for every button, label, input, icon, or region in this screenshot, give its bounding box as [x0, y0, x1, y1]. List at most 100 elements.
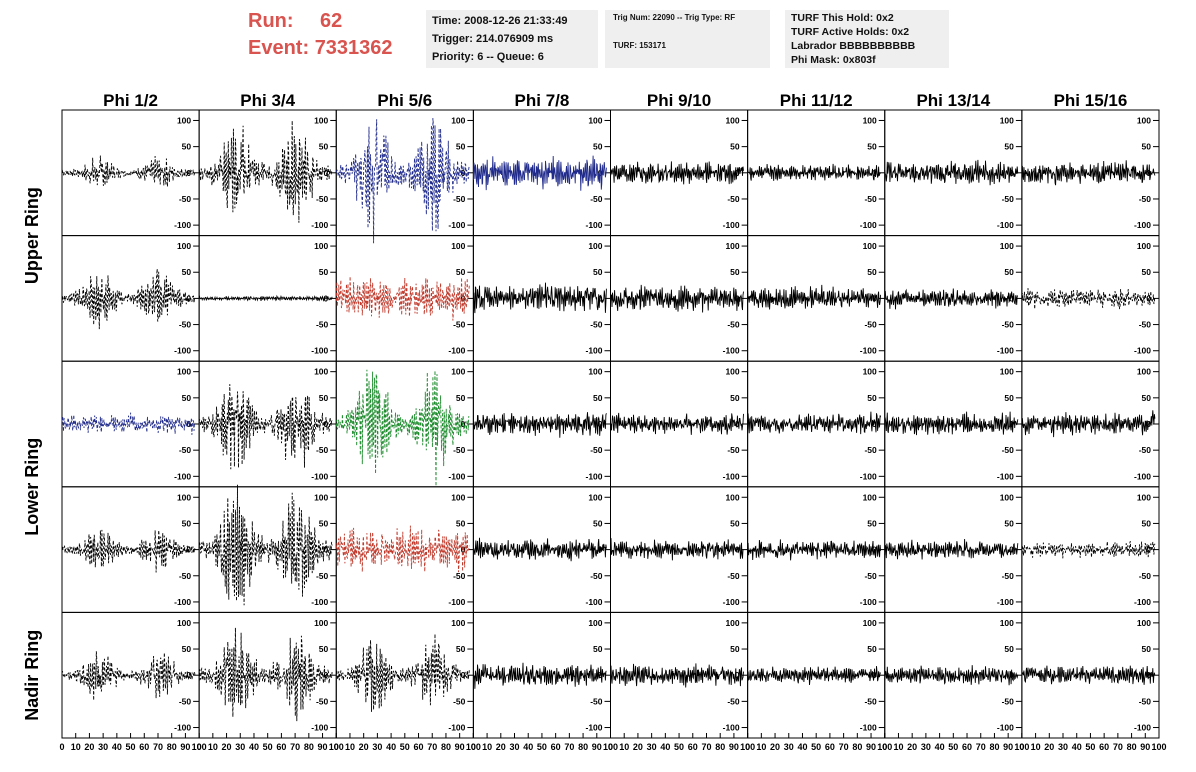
y-tick-label: 50 [456, 267, 466, 277]
y-tick-label: 50 [456, 142, 466, 152]
y-tick-label: -50 [179, 445, 192, 455]
y-tick-label: 50 [1142, 518, 1152, 528]
waveform-line [884, 665, 1019, 686]
x-tick-label: 60 [276, 742, 286, 752]
y-tick-label: 100 [314, 492, 328, 502]
x-tick-label: 40 [112, 742, 122, 752]
y-tick-label: 100 [177, 618, 191, 628]
y-tick-label: 100 [451, 367, 465, 377]
y-tick-label: -50 [864, 571, 877, 581]
waveform-line [610, 284, 744, 313]
y-tick-label: -50 [590, 194, 603, 204]
waveform-line [1021, 541, 1156, 559]
y-tick-label: -50 [1139, 696, 1152, 706]
y-tick-label: 0 [598, 419, 603, 429]
y-tick-label: 50 [730, 267, 740, 277]
waveform-line [335, 117, 470, 244]
y-tick-label: 50 [1004, 518, 1014, 528]
x-tick-label: 100 [192, 742, 207, 752]
x-tick-label: 30 [921, 742, 931, 752]
waveform-line [198, 120, 333, 223]
x-tick-label: 80 [441, 742, 451, 752]
turf-info-box: TURF This Hold: 0x2 TURF Active Holds: 0… [785, 10, 949, 68]
y-tick-label: 100 [863, 241, 877, 251]
waveform-line [884, 288, 1019, 310]
time-text: Time: 2008-12-26 21:33:49 [432, 15, 568, 27]
y-tick-label: 0 [324, 293, 329, 303]
y-tick-label: -100 [1134, 220, 1151, 230]
y-tick-label: 100 [588, 367, 602, 377]
y-tick-label: -100 [174, 346, 191, 356]
y-tick-label: -100 [1134, 346, 1151, 356]
x-tick-label: 60 [1099, 742, 1109, 752]
y-tick-label: -50 [316, 445, 329, 455]
waveform-line [61, 529, 196, 573]
x-tick-label: 0 [59, 742, 64, 752]
column-title: Phi 9/10 [647, 91, 711, 110]
y-tick-label: 50 [319, 393, 329, 403]
x-tick-label: 70 [976, 742, 986, 752]
y-tick-label: 100 [314, 241, 328, 251]
y-tick-label: 50 [593, 393, 603, 403]
x-tick-label: 0 [197, 742, 202, 752]
y-tick-label: 100 [1000, 115, 1014, 125]
waveform-line [198, 384, 333, 470]
x-tick-label: 0 [882, 742, 887, 752]
y-tick-label: 50 [867, 267, 877, 277]
x-tick-label: 20 [222, 742, 232, 752]
x-tick-label: 70 [153, 742, 163, 752]
x-tick-label: 0 [1019, 742, 1024, 752]
y-tick-label: -100 [860, 346, 877, 356]
y-tick-label: 100 [1000, 241, 1014, 251]
x-tick-label: 100 [466, 742, 481, 752]
y-tick-label: -100 [723, 471, 740, 481]
x-tick-label: 80 [852, 742, 862, 752]
x-tick-label: 60 [414, 742, 424, 752]
y-tick-label: -100 [860, 220, 877, 230]
y-tick-label: 100 [1000, 367, 1014, 377]
event-value: 7331362 [314, 37, 393, 59]
y-tick-label: -50 [453, 194, 466, 204]
waveform-line [61, 651, 196, 701]
y-tick-label: -50 [864, 445, 877, 455]
x-tick-label: 10 [619, 742, 629, 752]
y-tick-label: 50 [1004, 142, 1014, 152]
y-tick-label: -100 [723, 346, 740, 356]
y-tick-label: 0 [324, 168, 329, 178]
y-tick-label: 100 [863, 367, 877, 377]
y-tick-label: 100 [177, 492, 191, 502]
y-tick-label: -50 [179, 696, 192, 706]
x-tick-label: 20 [770, 742, 780, 752]
y-tick-label: -50 [864, 696, 877, 706]
y-tick-label: 100 [1137, 367, 1151, 377]
y-tick-label: 100 [314, 115, 328, 125]
x-tick-label: 10 [208, 742, 218, 752]
y-tick-label: -100 [997, 723, 1014, 733]
y-tick-label: 50 [319, 644, 329, 654]
waveform-grid-chart: Phi 1/2 Phi 3/4 Phi 5/6 Phi 7/8 Phi 9/10 Phi … [22, 91, 1167, 752]
y-tick-label: -100 [585, 723, 602, 733]
run-row: Run: 62 [248, 8, 418, 35]
x-tick-label: 70 [564, 742, 574, 752]
waveform-line [747, 284, 882, 310]
x-tick-label: 100 [1151, 742, 1166, 752]
waveform-line [747, 539, 882, 561]
y-tick-label: 100 [314, 618, 328, 628]
y-tick-label: -100 [723, 220, 740, 230]
waveform-line [747, 666, 881, 686]
y-tick-label: 100 [1137, 492, 1151, 502]
x-tick-label: 90 [180, 742, 190, 752]
x-tick-label: 100 [877, 742, 892, 752]
